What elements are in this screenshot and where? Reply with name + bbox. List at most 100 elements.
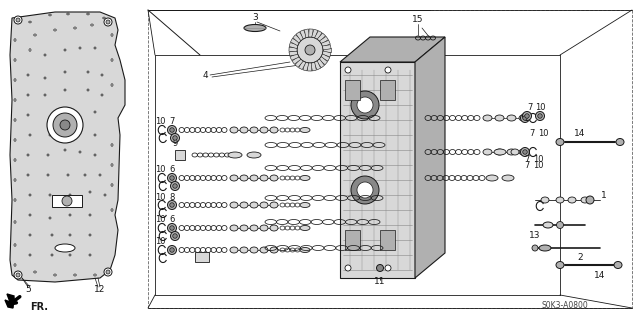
- Ellipse shape: [519, 149, 528, 155]
- Ellipse shape: [69, 234, 71, 236]
- Ellipse shape: [74, 111, 76, 113]
- Ellipse shape: [34, 34, 36, 36]
- Polygon shape: [321, 54, 330, 61]
- Text: 6: 6: [170, 165, 175, 174]
- Bar: [195, 252, 209, 262]
- Ellipse shape: [502, 175, 514, 181]
- Ellipse shape: [260, 127, 268, 133]
- Text: 3: 3: [252, 14, 258, 23]
- Ellipse shape: [49, 117, 51, 119]
- Text: 13: 13: [529, 230, 541, 240]
- Ellipse shape: [270, 202, 278, 208]
- Polygon shape: [299, 61, 306, 70]
- Circle shape: [532, 245, 538, 251]
- Circle shape: [385, 67, 391, 73]
- Circle shape: [170, 248, 174, 252]
- Ellipse shape: [64, 149, 66, 151]
- Ellipse shape: [103, 17, 105, 19]
- Ellipse shape: [244, 24, 266, 31]
- Ellipse shape: [14, 99, 16, 101]
- Polygon shape: [289, 50, 298, 56]
- Polygon shape: [317, 33, 326, 42]
- Ellipse shape: [14, 59, 16, 61]
- Circle shape: [104, 18, 112, 26]
- Circle shape: [523, 150, 527, 154]
- Polygon shape: [340, 62, 415, 278]
- Ellipse shape: [89, 234, 91, 236]
- Ellipse shape: [93, 274, 96, 276]
- Ellipse shape: [94, 154, 96, 156]
- Ellipse shape: [111, 184, 113, 186]
- Ellipse shape: [27, 174, 29, 176]
- Polygon shape: [300, 30, 307, 39]
- Ellipse shape: [519, 115, 528, 121]
- Circle shape: [170, 231, 179, 241]
- Circle shape: [170, 226, 174, 230]
- Ellipse shape: [64, 49, 66, 51]
- Circle shape: [520, 147, 529, 157]
- Ellipse shape: [111, 209, 113, 211]
- Ellipse shape: [495, 115, 504, 121]
- Text: 7: 7: [524, 160, 530, 170]
- Ellipse shape: [44, 77, 46, 79]
- Ellipse shape: [14, 199, 16, 201]
- Ellipse shape: [260, 202, 268, 208]
- Ellipse shape: [260, 175, 268, 181]
- Ellipse shape: [494, 149, 506, 155]
- Polygon shape: [305, 29, 310, 37]
- Polygon shape: [314, 31, 322, 40]
- Text: 7: 7: [529, 128, 534, 138]
- Circle shape: [106, 270, 110, 274]
- Ellipse shape: [581, 197, 589, 203]
- Ellipse shape: [101, 94, 103, 96]
- Ellipse shape: [539, 245, 551, 251]
- Ellipse shape: [104, 194, 106, 196]
- Ellipse shape: [111, 34, 113, 36]
- Circle shape: [305, 45, 315, 55]
- Circle shape: [170, 182, 179, 191]
- Ellipse shape: [300, 225, 310, 230]
- Ellipse shape: [483, 149, 492, 155]
- Text: 12: 12: [94, 286, 106, 294]
- Ellipse shape: [27, 154, 29, 156]
- Circle shape: [538, 114, 542, 118]
- Text: 10: 10: [155, 192, 165, 202]
- Text: 10: 10: [155, 216, 165, 224]
- Text: 7: 7: [524, 156, 530, 165]
- Ellipse shape: [240, 247, 248, 253]
- Ellipse shape: [87, 71, 89, 73]
- Circle shape: [173, 234, 177, 238]
- Ellipse shape: [64, 71, 66, 73]
- Ellipse shape: [44, 54, 46, 56]
- Ellipse shape: [55, 244, 75, 252]
- Text: 7: 7: [527, 103, 532, 113]
- Ellipse shape: [79, 47, 81, 49]
- Ellipse shape: [240, 225, 248, 231]
- Ellipse shape: [14, 221, 16, 223]
- Bar: [52, 195, 82, 207]
- Ellipse shape: [54, 29, 56, 31]
- Circle shape: [173, 136, 177, 140]
- Circle shape: [522, 112, 531, 120]
- Text: 10: 10: [532, 160, 543, 170]
- Circle shape: [385, 265, 391, 271]
- Ellipse shape: [89, 191, 91, 193]
- Circle shape: [170, 133, 179, 143]
- Circle shape: [170, 176, 174, 180]
- Circle shape: [53, 113, 77, 137]
- Ellipse shape: [94, 47, 96, 49]
- Ellipse shape: [270, 175, 278, 181]
- Ellipse shape: [87, 13, 89, 15]
- Polygon shape: [311, 62, 316, 71]
- Ellipse shape: [67, 13, 69, 15]
- Text: 10: 10: [532, 156, 543, 165]
- Circle shape: [168, 245, 177, 255]
- Ellipse shape: [91, 24, 93, 26]
- Text: 10: 10: [155, 118, 165, 126]
- Ellipse shape: [14, 179, 16, 181]
- Circle shape: [345, 67, 351, 73]
- Polygon shape: [291, 38, 300, 46]
- Text: 14: 14: [595, 270, 605, 280]
- Ellipse shape: [270, 127, 278, 133]
- Circle shape: [14, 271, 22, 279]
